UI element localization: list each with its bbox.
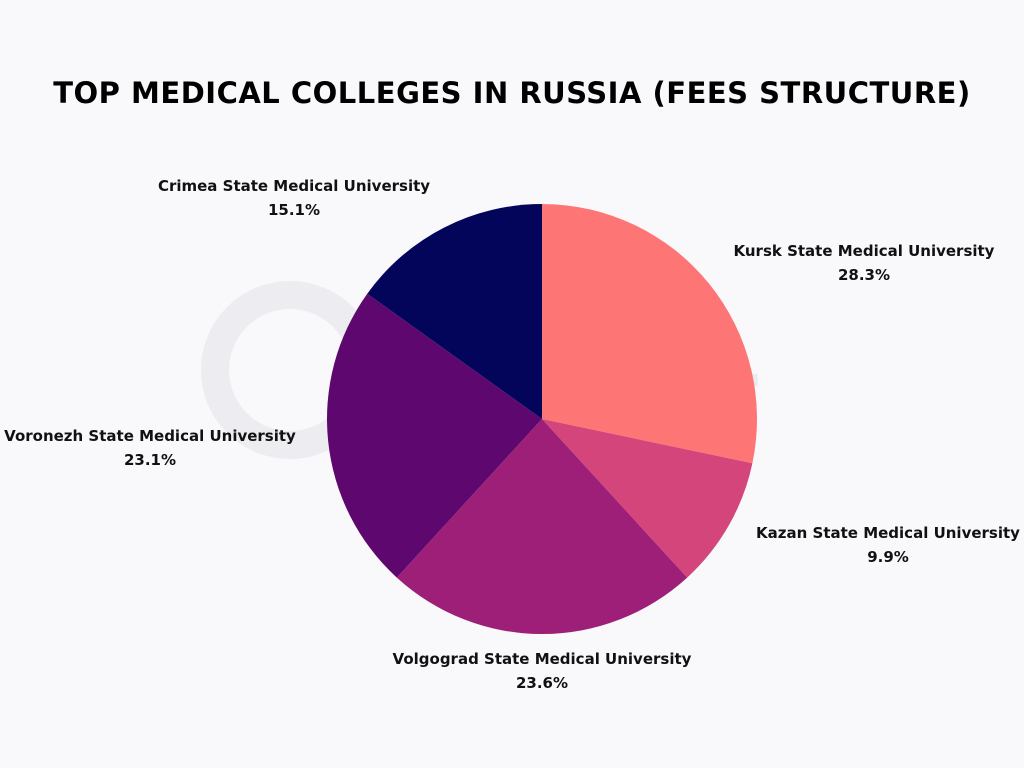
pie-slice-4 bbox=[326, 293, 542, 578]
slice-value-label-2: 9.9% bbox=[867, 548, 909, 566]
slice-label-3: Volgograd State Medical University bbox=[393, 650, 692, 668]
pie-slice-2 bbox=[542, 419, 753, 578]
slice-value-label-4: 23.1% bbox=[124, 451, 176, 469]
pie-slice-5 bbox=[367, 204, 542, 419]
pie-slice-3 bbox=[396, 419, 688, 635]
slice-label-1: Kursk State Medical University bbox=[734, 242, 995, 260]
chart-title: TOP MEDICAL COLLEGES IN RUSSIA (FEES STR… bbox=[53, 76, 971, 110]
slice-value-label-3: 23.6% bbox=[516, 674, 568, 692]
slice-label-2: Kazan State Medical University bbox=[756, 524, 1020, 542]
slice-value-label-5: 15.1% bbox=[268, 201, 320, 219]
pie-labels: Kursk State Medical University 28.3% Kazan… bbox=[4, 177, 1020, 692]
slice-value-label-1: 28.3% bbox=[838, 266, 890, 284]
slice-label-5: Crimea State Medical University bbox=[158, 177, 430, 195]
pie-slices bbox=[326, 204, 757, 635]
pie-slice-1 bbox=[542, 204, 757, 464]
slice-label-4: Voronezh State Medical University bbox=[4, 427, 296, 445]
